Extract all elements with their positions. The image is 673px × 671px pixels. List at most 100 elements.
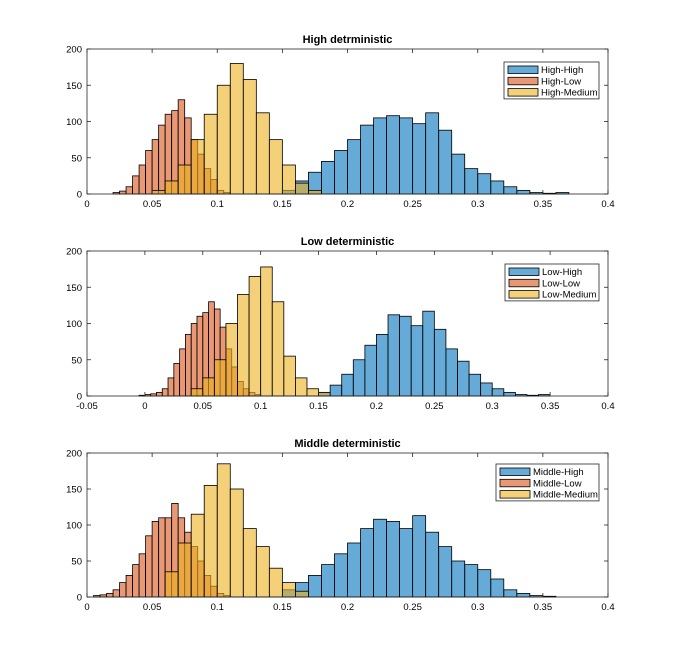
histogram-bar (158, 124, 166, 195)
histogram-bar (112, 589, 120, 598)
histogram-bar (490, 578, 505, 598)
histogram-bar (158, 517, 166, 598)
histogram-bar (294, 377, 308, 397)
x-tick-label: -0.05 (76, 401, 98, 412)
histogram-bar (360, 124, 374, 195)
histogram-panel-2: -0.05 0 0.05 0.1 0.15 0.2 0.25 0.3 0.35 0.4050100… (66, 236, 614, 412)
legend-label: High-High (541, 65, 583, 76)
y-tick-label: 0 (77, 392, 82, 403)
histogram-bar (321, 564, 335, 598)
histogram-bar (373, 518, 387, 598)
histogram-bar (190, 323, 198, 397)
x-tick-label: 0 (142, 401, 147, 412)
legend-swatch (499, 490, 531, 499)
y-tick-label: 150 (66, 283, 82, 294)
bars (112, 63, 570, 195)
histogram-bar (294, 182, 309, 195)
histogram-bar (177, 542, 192, 598)
x-tick-label: 0.15 (309, 401, 328, 412)
histogram-bar (352, 359, 366, 397)
histogram-bar (491, 388, 505, 397)
histogram-bar (242, 528, 257, 598)
chart-title: Low deterministic (301, 236, 395, 248)
legend-label: High-Medium (541, 88, 598, 99)
histogram-bar (438, 129, 453, 195)
legend-label: Low-Low (542, 278, 580, 289)
histogram-bar (373, 117, 387, 195)
histogram-bar (145, 150, 153, 195)
histogram-bar (229, 63, 244, 195)
histogram-bar (386, 521, 400, 598)
histogram-bar (281, 164, 296, 195)
x-tick-label: 0.4 (601, 602, 614, 613)
x-tick-label: 0.3 (471, 199, 484, 210)
legend-swatch (499, 478, 531, 488)
histogram-bar (225, 323, 238, 397)
histogram-bar (190, 513, 205, 598)
y-tick-label: 100 (66, 117, 82, 128)
histogram-bar (480, 382, 493, 397)
histogram-bar (334, 553, 348, 598)
y-tick-label: 200 (66, 247, 82, 258)
histogram-panel-3: 0 0.05 0.1 0.15 0.2 0.25 0.3 0.35 0.4 0 50 100 150 20… (66, 438, 614, 613)
histogram-bar (412, 515, 427, 598)
histogram-bar (260, 266, 273, 397)
histogram-bar (294, 590, 309, 598)
histogram-bar (271, 301, 285, 397)
histogram-bar (516, 593, 531, 598)
legend-label: Low-High (542, 267, 582, 278)
histogram-bar (477, 173, 492, 195)
x-tick-label: 0.15 (273, 199, 292, 210)
histogram-bar (451, 560, 466, 598)
histogram-bar (490, 180, 505, 195)
legend-swatch (507, 76, 539, 86)
histogram-bar (464, 168, 479, 195)
histogram-bar (308, 575, 322, 598)
legend-swatch (499, 467, 531, 476)
histogram-bar (376, 333, 389, 397)
x-tick-label: 0.1 (211, 199, 224, 210)
x-tick-label: 0.2 (341, 199, 354, 210)
x-tick-label: 0.1 (211, 602, 224, 613)
histogram-bar (151, 521, 160, 598)
x-tick-label: 0.05 (143, 199, 162, 210)
histogram-bar (308, 189, 322, 195)
histogram-bar (268, 139, 283, 195)
histogram-bar (451, 153, 466, 195)
histogram-bar (464, 564, 479, 598)
chart-title: Middle deterministic (294, 438, 400, 450)
x-tick-label: 0.35 (534, 602, 553, 613)
histogram-bar (216, 463, 231, 598)
histogram-bar (399, 315, 412, 397)
histogram-bar (425, 112, 440, 195)
legend-label: Middle-Medium (533, 490, 598, 501)
histogram-bar (156, 391, 163, 397)
y-tick-label: 100 (66, 319, 82, 330)
legend-swatch (508, 290, 540, 299)
histogram-bar (138, 164, 147, 195)
x-tick-label: 0.35 (534, 199, 553, 210)
x-tick-label: 0.25 (403, 199, 422, 210)
y-tick-label: 50 (71, 153, 82, 164)
histogram-bar (132, 564, 140, 598)
legend-label: Middle-Low (533, 478, 582, 489)
histogram-bar (347, 542, 361, 598)
histogram-bar (125, 575, 133, 598)
histogram-bar (399, 528, 414, 598)
histogram-bar (167, 377, 175, 397)
y-tick-label: 100 (66, 521, 82, 532)
x-tick-label: 0.4 (601, 199, 614, 210)
histogram-bar (503, 391, 516, 397)
histogram-bar (306, 388, 319, 397)
histogram-bar (468, 373, 482, 397)
histogram-bar (516, 189, 531, 195)
histogram-bar (387, 314, 400, 397)
histogram-bar (177, 164, 192, 195)
histogram-bar (422, 310, 435, 397)
x-tick-label: 0.25 (403, 602, 422, 613)
histogram-bar (329, 384, 343, 397)
legend-swatch (508, 278, 540, 288)
legend-swatch (507, 65, 539, 74)
